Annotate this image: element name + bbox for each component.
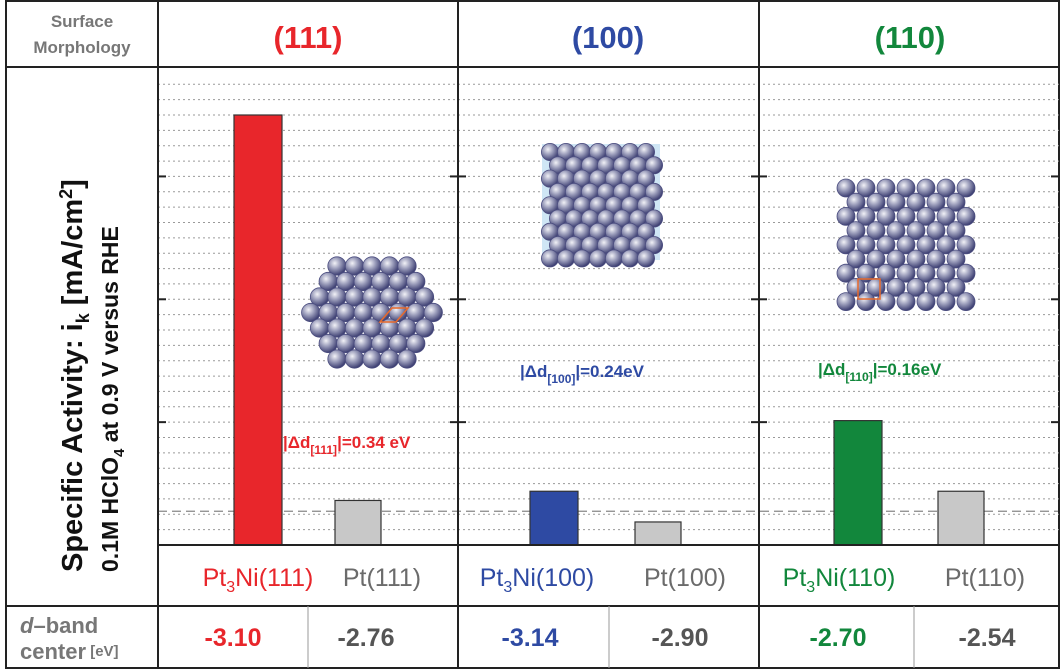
row-label-surface: Surface (51, 12, 113, 31)
bar-6 (937, 490, 985, 546)
bar-3 (529, 490, 579, 546)
dband-label-line2: center [eV] (20, 639, 119, 664)
outer-frame (5, 0, 1060, 669)
annotation-delta-d-110: |Δd[110]|=0.16eV (818, 360, 942, 384)
bar-5 (833, 420, 883, 546)
category-label: Pt(110) (945, 564, 1025, 592)
dband-value: -3.14 (502, 624, 559, 652)
dband-values: -3.10 -2.76 -3.14 -2.90 -2.70 -2.54 (205, 624, 1016, 652)
dband-value: -2.76 (338, 624, 395, 652)
y-axis-title-line1: Specific Activity: ik [mA/cm2] (56, 179, 93, 572)
dband-value: -3.10 (205, 624, 262, 652)
dband-label-line1: d–band (20, 613, 98, 638)
category-label: Pt(111) (343, 564, 421, 592)
category-labels: Pt3Ni(111) Pt(111) Pt3Ni(100) Pt(100) Pt3Ni(… (203, 564, 1025, 596)
dband-value: -2.90 (652, 624, 709, 652)
category-label: Pt3Ni(100) (480, 564, 595, 596)
annotation-delta-d-111: |Δd[111]|=0.34 eV (283, 433, 411, 457)
bar-2 (334, 499, 382, 546)
category-label: Pt3Ni(111) (203, 564, 314, 596)
bar-4 (634, 521, 682, 546)
atom-model-111-icon (301, 256, 443, 369)
atom-model-100-icon (541, 142, 664, 268)
facet-header-110: (110) (875, 20, 946, 55)
bar-1 (233, 114, 283, 546)
row-label-morphology: Morphology (33, 38, 131, 57)
facet-header-111: (111) (274, 20, 343, 55)
facet-header-100: (100) (572, 20, 644, 55)
annotation-delta-d-100: |Δd[100]|=0.24eV (520, 362, 645, 386)
category-label: Pt3Ni(110) (783, 564, 896, 596)
dband-value: -2.70 (810, 624, 867, 652)
dband-value: -2.54 (959, 624, 1016, 652)
bars (233, 114, 985, 546)
category-label: Pt(100) (644, 564, 726, 592)
atom-model-110-icon (836, 178, 976, 312)
y-axis-title-line2: 0.1M HClO4 at 0.9 V versus RHE (97, 226, 128, 572)
